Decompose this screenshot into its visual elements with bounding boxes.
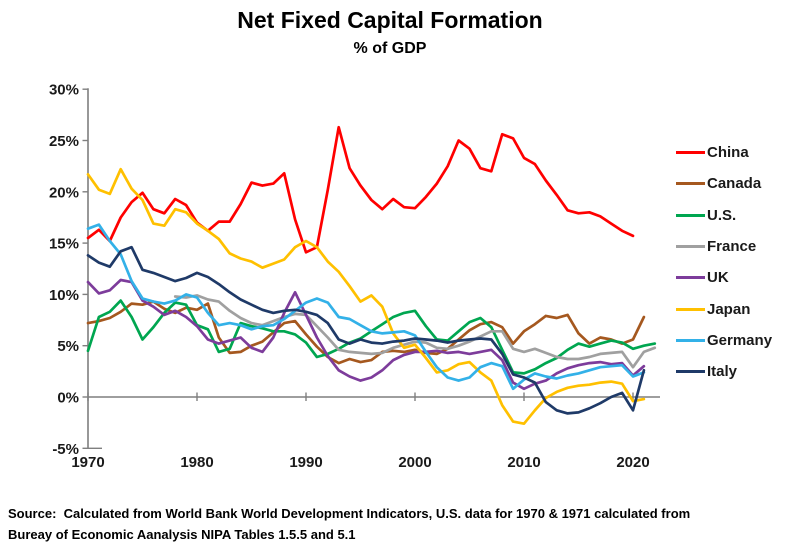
series-line-japan bbox=[86, 167, 646, 426]
x-axis-label: 2010 bbox=[507, 454, 540, 471]
chart-title: Net Fixed Capital Formation bbox=[237, 7, 543, 33]
source-line-2: Bureay of Economic Aanalysis NIPA Tables… bbox=[8, 527, 356, 542]
y-axis-label: 10% bbox=[49, 287, 79, 304]
series-line-italy bbox=[86, 245, 646, 415]
x-axis-label: 2020 bbox=[616, 454, 649, 471]
x-axis-label: 1970 bbox=[71, 454, 104, 471]
chart-subtitle: % of GDP bbox=[353, 40, 427, 57]
x-axis-label: 2000 bbox=[398, 454, 431, 471]
y-axis-label: 15% bbox=[49, 236, 79, 253]
x-axis-label: 1990 bbox=[289, 454, 322, 471]
y-axis-label: 30% bbox=[49, 82, 79, 99]
x-axis-label: 1980 bbox=[180, 454, 213, 471]
series-line-china bbox=[86, 125, 635, 254]
y-axis-label: 25% bbox=[49, 133, 79, 150]
y-axis-label: 20% bbox=[49, 184, 79, 201]
source-note: Source: Calculated from World Bank World… bbox=[8, 503, 794, 545]
y-axis-label: 5% bbox=[57, 338, 79, 355]
y-axis-label: 0% bbox=[57, 390, 79, 407]
series-line-germany bbox=[86, 223, 646, 391]
series-line-france bbox=[173, 294, 657, 369]
series-line-canada bbox=[86, 300, 646, 365]
source-line-1: Source: Calculated from World Bank World… bbox=[8, 506, 691, 521]
y-axis-label: -5% bbox=[52, 441, 79, 458]
